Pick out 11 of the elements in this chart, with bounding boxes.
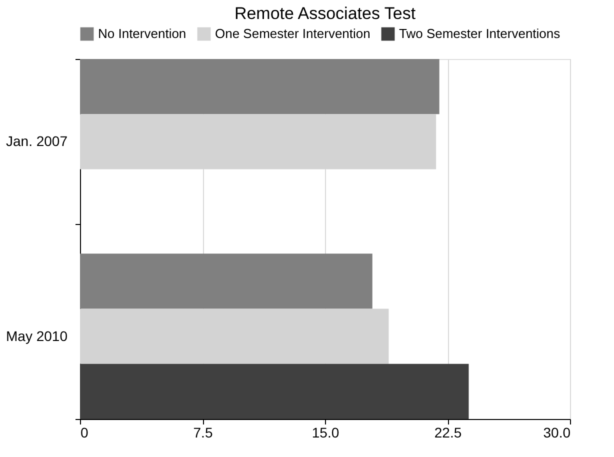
chart-title: Remote Associates Test	[234, 4, 416, 23]
x-tick-label: 30.0	[543, 424, 571, 440]
x-tick-label: 15.0	[312, 424, 340, 440]
y-tick-label: May 2010	[6, 328, 68, 344]
x-tick-label: 7.5	[193, 424, 213, 440]
y-tick-label: Jan. 2007	[6, 133, 68, 150]
legend-label: No Intervention	[98, 26, 186, 41]
legend-label: Two Semester Interventions	[399, 26, 561, 41]
legend-label: One Semester Intervention	[215, 26, 370, 41]
x-tick-label: 22.5	[434, 424, 462, 440]
x-tick-label: 0	[80, 424, 88, 440]
